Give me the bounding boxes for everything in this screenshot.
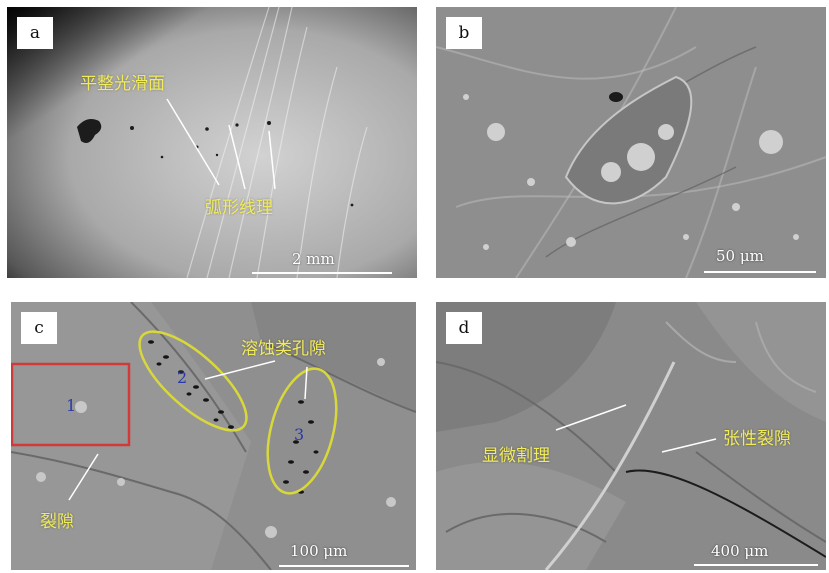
micrograph-a — [7, 7, 417, 278]
panel-letter: b — [446, 17, 482, 49]
scale-bar — [252, 272, 392, 274]
annotation-tension-fracture: 张性裂隙 — [723, 429, 791, 449]
region-number: 2 — [177, 368, 188, 387]
scale-bar — [694, 564, 818, 566]
scale-label: 100 μm — [290, 542, 348, 560]
panel-b: b 50 μm — [436, 7, 826, 278]
scale-label: 400 μm — [711, 542, 769, 560]
panel-d: d 显微割理 张性裂隙 400 μm — [436, 302, 826, 570]
scale-label: 50 μm — [716, 247, 764, 265]
region-number: 3 — [294, 425, 305, 444]
annotation-dissolution-pores: 溶蚀类孔隙 — [241, 339, 326, 359]
panel-c: c 1 2 3 溶蚀类孔隙 裂隙 100 μm — [11, 302, 416, 570]
micrograph-b — [436, 7, 826, 278]
scale-label: 2 mm — [292, 250, 335, 268]
region-number: 1 — [66, 396, 77, 415]
panel-a: a 平整光滑面 弧形线理 2 mm — [7, 7, 417, 278]
annotation-fracture: 裂隙 — [40, 512, 74, 532]
panel-letter: d — [446, 312, 482, 344]
annotation-arc-lines: 弧形线理 — [205, 198, 273, 218]
annotation-smooth-surface: 平整光滑面 — [80, 74, 165, 94]
annotation-micro-cleat: 显微割理 — [482, 446, 550, 466]
micrograph-d — [436, 302, 826, 570]
panel-letter: a — [17, 17, 53, 49]
scale-bar — [279, 565, 409, 567]
scale-bar — [704, 271, 816, 273]
panel-letter: c — [21, 312, 57, 344]
